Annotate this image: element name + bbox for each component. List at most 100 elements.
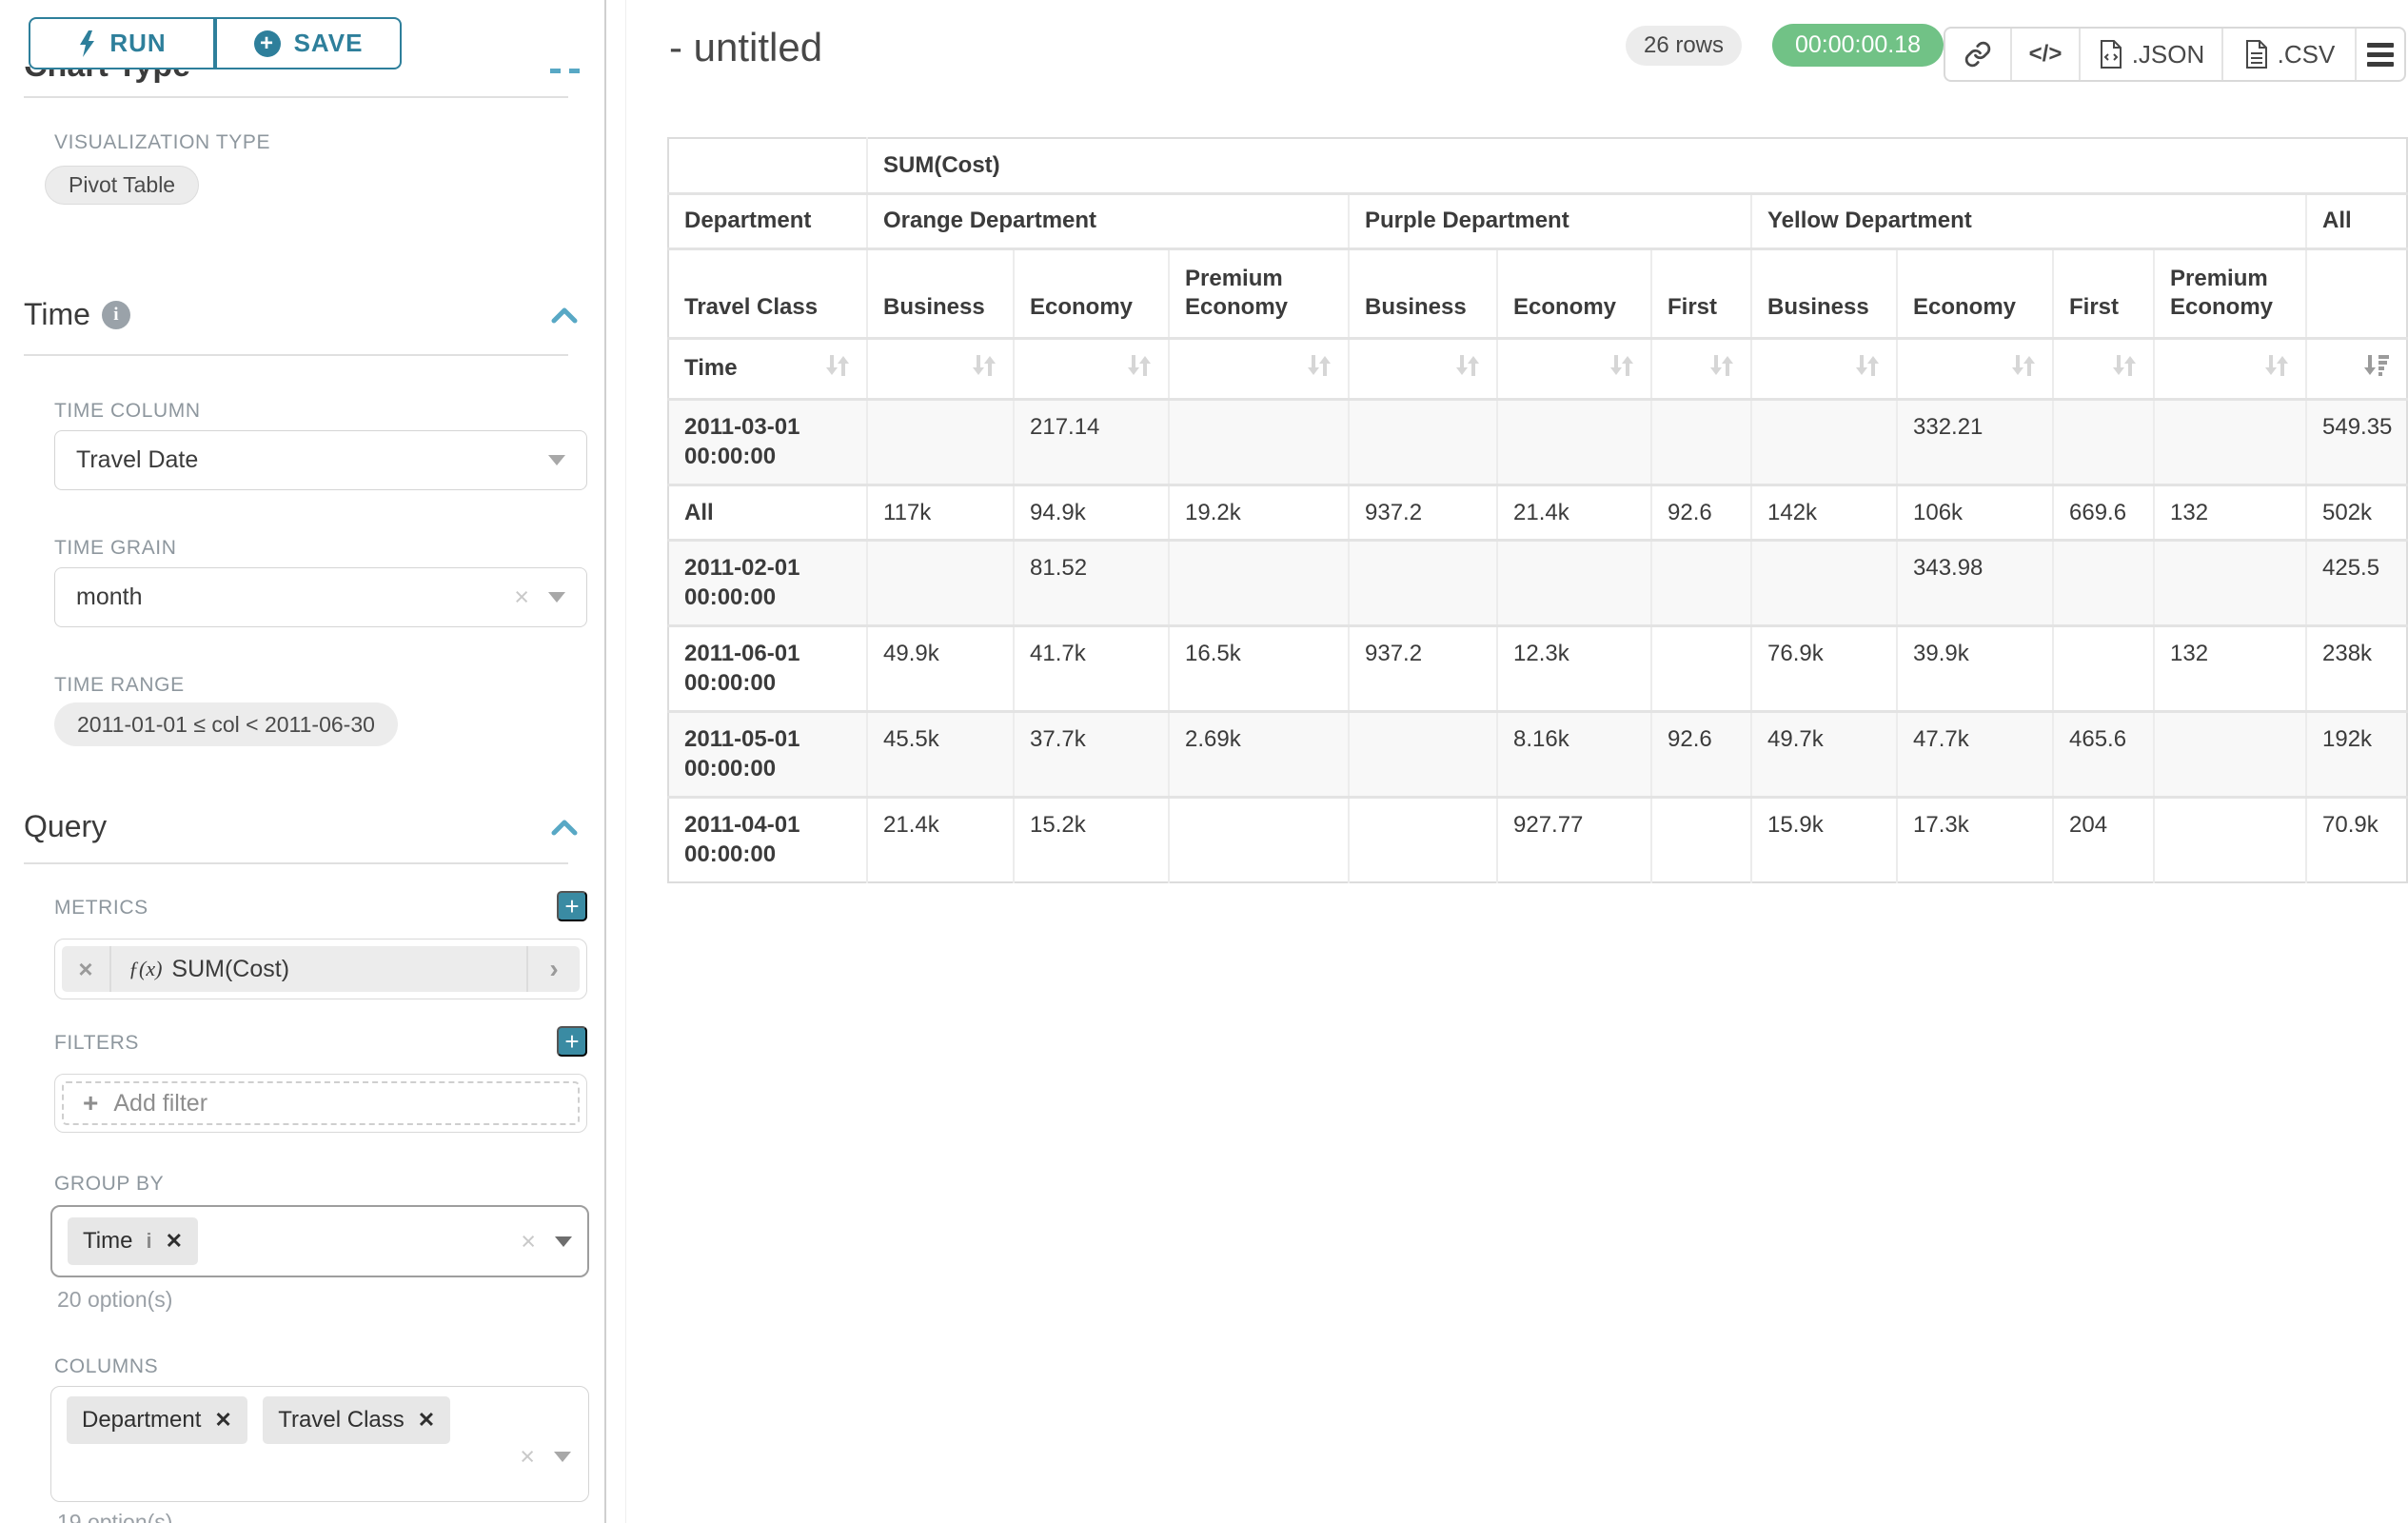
info-icon[interactable]: i (101, 300, 130, 329)
sort-cell[interactable] (1650, 336, 1751, 399)
clear-icon[interactable]: × (521, 1226, 536, 1256)
share-link-button[interactable] (1945, 29, 2012, 80)
remove-chip-icon[interactable]: ✕ (165, 1229, 184, 1253)
column-header: First (2052, 247, 2154, 338)
sort-icon[interactable] (1607, 354, 1635, 386)
pivot-row-label: 2011-06-01 00:00:00 (668, 623, 867, 712)
chevron-right-icon[interactable]: › (526, 946, 580, 992)
export-json-button[interactable]: .JSON (2081, 29, 2223, 80)
columns-chip[interactable]: Department ✕ (67, 1396, 247, 1444)
row-dim-label: Travel Class (668, 247, 867, 338)
sort-cell[interactable] (1896, 336, 2053, 399)
time-sort-cell[interactable]: Time (668, 336, 867, 399)
run-button[interactable]: RUN (29, 17, 215, 69)
time-grain-label: TIME GRAIN (54, 537, 177, 559)
pivot-cell (1650, 397, 1751, 485)
pivot-cell: 94.9k (1013, 483, 1169, 541)
page-title[interactable]: - untitled (669, 25, 823, 69)
pivot-cell: 92.6 (1650, 483, 1751, 541)
sort-icon[interactable] (1452, 354, 1481, 386)
row-count-badge: 26 rows (1626, 26, 1742, 66)
pivot-cell: 16.5k (1168, 623, 1349, 712)
column-header: Business (866, 247, 1014, 338)
group-by-select[interactable]: Time i ✕ × (50, 1205, 589, 1277)
view-query-button[interactable]: </> (2012, 29, 2081, 80)
add-filter-plus-button[interactable]: + (557, 1026, 587, 1057)
sort-cell[interactable] (1750, 336, 1897, 399)
pivot-cell: 142k (1750, 483, 1897, 541)
pivot-row: 2011-03-01 00:00:00 217.14 332.21 549.35 (668, 397, 2408, 485)
sort-icon[interactable] (1304, 354, 1332, 386)
chart-type-section-heading: Chart Type (24, 67, 424, 84)
columns-select[interactable]: Department ✕ Travel Class ✕ × (50, 1386, 589, 1502)
sort-cell[interactable] (2052, 336, 2154, 399)
pivot-cell: 21.4k (1496, 483, 1651, 541)
menu-button[interactable] (2357, 29, 2404, 80)
panel-scrollbar-gutter[interactable] (608, 0, 626, 1523)
remove-metric-icon[interactable]: × (62, 946, 111, 992)
sort-cell[interactable] (866, 336, 1014, 399)
pivot-cell: 8.16k (1496, 709, 1651, 798)
query-timer-badge: 00:00:00.18 (1772, 24, 1944, 67)
pivot-cell: 117k (866, 483, 1014, 541)
corner-cell (668, 138, 867, 193)
column-header: Economy (1496, 247, 1651, 338)
column-header: Business (1348, 247, 1497, 338)
sort-descending-icon[interactable] (2362, 354, 2391, 386)
sort-icon[interactable] (1852, 354, 1881, 386)
metric-pill[interactable]: × ƒ(x) SUM(Cost) › (62, 946, 580, 992)
time-column-select[interactable]: Travel Date (54, 430, 587, 490)
sort-icon[interactable] (1124, 354, 1153, 386)
add-filter-button[interactable]: + Add filter (62, 1081, 580, 1125)
sort-cell[interactable] (1013, 336, 1169, 399)
export-csv-button[interactable]: .CSV (2223, 29, 2357, 80)
divider (24, 354, 568, 356)
group-by-chip[interactable]: Time i ✕ (68, 1217, 199, 1265)
pivot-cell: 106k (1896, 483, 2053, 541)
pivot-cell (2052, 623, 2154, 712)
column-group-header: Orange Department (866, 191, 1349, 248)
remove-chip-icon[interactable]: ✕ (417, 1408, 436, 1432)
clear-icon[interactable]: × (514, 583, 529, 611)
sort-cell[interactable] (1168, 336, 1349, 399)
sort-icon[interactable] (2109, 354, 2138, 386)
csv-file-icon (2245, 40, 2267, 69)
sort-cell-active[interactable] (2304, 336, 2408, 399)
pivot-row: 2011-06-01 00:00:00 49.9k 41.7k 16.5k 937.2 1… (668, 623, 2408, 712)
query-collapse-chevron-icon[interactable] (550, 819, 579, 838)
column-header: Premium Economy (1168, 247, 1349, 338)
pivot-cell (2153, 538, 2306, 626)
sort-icon[interactable] (969, 354, 997, 386)
sort-cell[interactable] (1496, 336, 1651, 399)
pivot-row-label: 2011-05-01 00:00:00 (668, 709, 867, 798)
time-range-pill[interactable]: 2011-01-01 ≤ col < 2011-06-30 (54, 702, 398, 746)
pivot-cell (1168, 538, 1349, 626)
visualization-type-pill[interactable]: Pivot Table (45, 166, 200, 205)
sort-icon[interactable] (2008, 354, 2037, 386)
pivot-cell (866, 538, 1014, 626)
columns-label: COLUMNS (54, 1355, 159, 1377)
sort-icon[interactable] (1707, 354, 1735, 386)
pivot-row-label: 2011-02-01 00:00:00 (668, 538, 867, 626)
remove-chip-icon[interactable]: ✕ (214, 1408, 232, 1432)
pivot-cell (1650, 538, 1751, 626)
chart-type-collapse-chevron-clipped[interactable] (569, 69, 580, 73)
info-icon[interactable]: i (146, 1229, 152, 1253)
chart-type-collapse-chevron-clipped[interactable] (550, 69, 561, 73)
sort-cell[interactable] (2153, 336, 2306, 399)
sort-icon[interactable] (2261, 354, 2290, 386)
pivot-cell: 192k (2304, 709, 2408, 798)
save-button[interactable]: + SAVE (215, 17, 402, 69)
sort-icon[interactable] (822, 351, 851, 386)
time-column-label: TIME COLUMN (54, 400, 201, 422)
clear-icon[interactable]: × (520, 1442, 535, 1471)
pivot-cell: 39.9k (1896, 623, 2053, 712)
chevron-down-icon (555, 1236, 572, 1247)
columns-chip[interactable]: Travel Class ✕ (263, 1396, 451, 1444)
time-grain-select[interactable]: month × (54, 567, 587, 627)
sort-cell[interactable] (1348, 336, 1497, 399)
chart-type-heading-text: Chart Type (24, 67, 424, 84)
pivot-cell: 81.52 (1013, 538, 1169, 626)
add-metric-button[interactable]: + (557, 891, 587, 921)
time-collapse-chevron-icon[interactable] (550, 307, 579, 326)
